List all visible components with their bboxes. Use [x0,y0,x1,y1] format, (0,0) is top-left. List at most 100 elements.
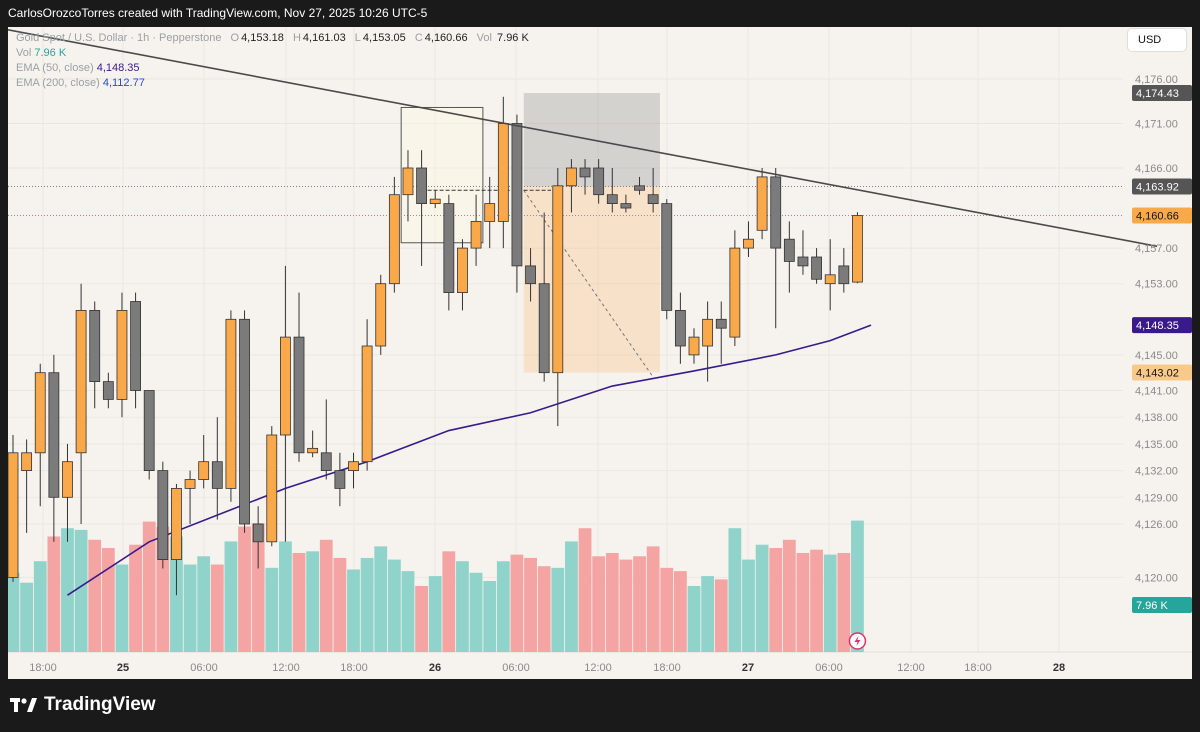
price-tick-label: 4,135.00 [1135,439,1178,451]
chart-legend: Gold Spot / U.S. Dollar · 1h · Peppersto… [16,31,535,91]
volume-bar [633,556,646,652]
candle-down [674,309,686,347]
volume-bar [61,528,74,652]
symbol-name[interactable]: Gold Spot / U.S. Dollar · 1h · Peppersto… [16,32,222,44]
candle-down [239,318,250,525]
volume-bar [319,539,333,652]
candle-down [783,238,795,262]
currency-button[interactable]: USD [1128,29,1186,51]
volume-bar [619,559,633,652]
candle-down [143,390,155,471]
volume-bar [701,576,715,652]
candle-up [484,203,496,222]
volume-bar [428,576,442,652]
volume-bar [742,559,755,652]
candle-up [34,372,46,454]
volume-bar [265,567,279,652]
time-tick-label: 18:00 [29,662,57,674]
candle-up [8,452,19,578]
attribution-header: CarlosOrozcoTorres created with TradingV… [8,6,428,20]
volume-bar [8,572,20,652]
volume-bar [782,539,796,652]
candle-up [852,215,863,283]
candle-up [497,123,509,222]
time-tick-label: 26 [429,662,441,674]
price-label-box [1132,597,1192,613]
volume-row[interactable]: Vol 7.96 K [16,46,535,61]
time-tick-label: 27 [742,662,754,674]
chart-frame[interactable]: 4,176.00 4,171.00 4,166.00 4,157.00 4,153.00… [8,27,1192,679]
volume-value: 7.96 K [497,32,529,44]
volume-bar [551,567,565,652]
time-tick-label: 28 [1053,662,1065,674]
volume-bar [510,554,524,652]
candle-up [279,336,291,436]
candle-up [566,167,577,187]
candle-up [184,479,196,489]
low-label: L [354,32,361,44]
candle-up [198,461,210,480]
candle-down [770,176,782,249]
volume-bars [8,520,864,652]
price-tick-label: 4,157.00 [1135,243,1178,255]
high-value: 4,161.03 [302,32,346,44]
volume-bar [524,557,537,652]
candle-up [688,336,700,356]
candle-down [48,372,60,498]
position-path [523,189,654,378]
volume-bar [415,585,428,652]
volume-bar [401,571,415,652]
volume-bar [347,569,360,652]
price-labels: 4,174.43 4,163.92 4,160.66 4,148.35 4,143.02… [848,84,1192,650]
price-tick-label: 4,132.00 [1135,466,1178,478]
volume-bar [251,523,265,652]
candle-up [21,452,33,471]
volume-indicator-label: Vol [16,47,32,59]
volume-bar [823,554,837,652]
candle-down [579,167,591,178]
candle-down [320,452,332,471]
candle-up [702,318,714,347]
price-label-box [1132,178,1192,195]
ema200-row[interactable]: EMA (200, close) 4,112.77 [16,76,535,91]
trendline [8,28,1158,248]
candle-down [593,167,605,196]
candle-up [743,238,754,249]
candle-up [348,461,359,472]
time-tick-label: 12:00 [897,662,925,674]
candle-down [130,301,141,391]
volume-bar [306,551,320,652]
volume-bar [292,552,306,652]
volume-bar [88,539,102,652]
volume-bar [238,526,251,652]
time-tick-label: 06:00 [815,662,843,674]
ema50-row[interactable]: EMA (50, close) 4,148.35 [16,61,535,76]
volume-bar [224,541,238,652]
price-chart[interactable]: 4,176.00 4,171.00 4,166.00 4,157.00 4,153.00… [8,27,1192,679]
symbol-row: Gold Spot / U.S. Dollar · 1h · Peppersto… [16,31,535,46]
price-tick-label: 4,129.00 [1135,492,1178,504]
volume-bar [755,544,769,652]
volume-indicator-value: 7.96 K [34,47,67,59]
low-value: 4,153.05 [362,32,406,44]
close-value: 4,160.66 [424,32,468,44]
ema-50-line [67,324,872,596]
price-label-box [1132,317,1192,334]
time-tick-label: 25 [117,662,129,674]
volume-bar [565,541,578,652]
candle-down [252,523,264,543]
volume-bar [456,561,469,652]
candle-up [729,247,741,338]
volume-bar [469,572,483,652]
price-tick-label: 4,145.00 [1135,350,1178,362]
price-label-text: 4,174.43 [1136,88,1179,100]
candle-down [811,256,822,280]
time-tick-label: 18:00 [653,662,681,674]
candle-down [715,318,727,329]
price-tick-label: 4,166.00 [1135,163,1178,175]
candle-down [634,185,645,191]
volume-bar [714,579,728,652]
price-axis: 4,176.00 4,171.00 4,166.00 4,157.00 4,153.00… [1135,74,1178,584]
price-label-box [1132,207,1192,224]
candle-up [756,176,768,231]
